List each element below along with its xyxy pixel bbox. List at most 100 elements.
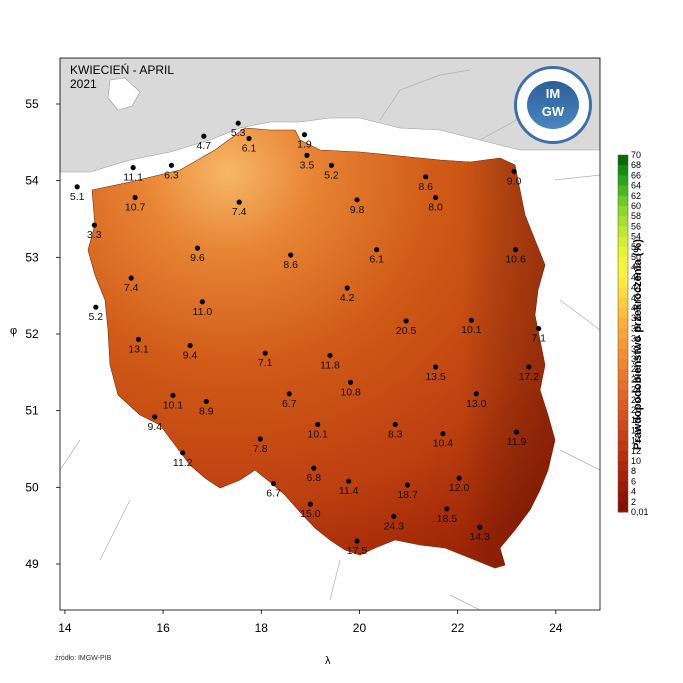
station-value-label: 8.9 [199, 405, 214, 417]
station-marker [91, 222, 97, 228]
station-marker [432, 364, 439, 370]
station-marker [304, 152, 310, 158]
y-tick-label: 55 [25, 97, 39, 111]
station-marker [203, 398, 209, 405]
legend-color-swatch [618, 389, 628, 401]
station-marker [346, 478, 352, 484]
legend-label: 40 [631, 303, 641, 313]
station-value-label: 6.1 [242, 143, 257, 155]
station-value-label: 17.5 [347, 545, 368, 557]
station-marker [526, 364, 532, 370]
legend-label: 24 [631, 385, 641, 395]
station-value-label: 6.7 [282, 398, 297, 410]
station-marker [440, 431, 446, 437]
station-marker [307, 501, 313, 507]
station-value-label: 1.9 [297, 139, 312, 151]
legend-color-swatch [618, 165, 628, 176]
imgw-logo-emblem: IM GW [527, 81, 579, 129]
station-marker [423, 174, 429, 180]
station-value-label: 4.7 [197, 140, 212, 152]
station-marker [456, 475, 462, 481]
legend-label: 58 [631, 211, 641, 221]
legend-label: 44 [631, 283, 641, 293]
legend-color-swatch [618, 226, 628, 238]
legend-color-swatch [618, 175, 628, 187]
legend-label: 20 [631, 405, 641, 415]
legend-color-swatch [618, 369, 628, 380]
legend-color-swatch [618, 328, 628, 340]
legend-label: 48 [631, 262, 641, 272]
station-value-label: 6.1 [369, 254, 384, 266]
station-marker [199, 299, 205, 305]
legend-label: 0,01 [631, 507, 649, 517]
station-value-label: 7.4 [124, 282, 139, 294]
legend-label: 42 [631, 293, 641, 303]
station-marker [262, 350, 268, 356]
station-value-label: 10.4 [433, 438, 454, 450]
legend-color-swatch [618, 195, 628, 207]
legend-color-swatch [618, 399, 628, 411]
station-value-label: 7.1 [531, 333, 546, 345]
legend-label: 68 [631, 160, 641, 170]
station-marker [288, 252, 294, 258]
station-value-label: 9.4 [147, 421, 162, 433]
station-marker [301, 132, 308, 138]
legend-color-swatch [618, 236, 628, 248]
legend-color-swatch [618, 308, 628, 319]
station-value-label: 8.6 [418, 181, 433, 193]
legend-color-swatch [618, 440, 628, 452]
station-value-label: 5.2 [324, 169, 339, 181]
legend-label: 10 [631, 456, 641, 466]
legend-label: 62 [631, 191, 641, 201]
station-value-label: 6.3 [164, 169, 179, 181]
station-value-label: 5.1 [70, 191, 85, 203]
station-value-label: 6.8 [306, 472, 321, 484]
legend-label: 66 [631, 170, 641, 180]
legend-color-swatch [618, 379, 628, 391]
station-marker [328, 162, 335, 168]
station-marker [168, 162, 175, 168]
station-marker [348, 379, 354, 385]
station-marker [187, 342, 193, 349]
station-value-label: 14.3 [470, 531, 491, 543]
legend-label: 38 [631, 313, 641, 323]
station-marker [374, 247, 380, 253]
sweden-coast [107, 77, 141, 111]
legend-colorbar-frame [617, 154, 629, 513]
legend-color-swatch [618, 471, 628, 482]
station-marker [170, 392, 176, 398]
legend-color-swatch [618, 277, 628, 289]
station-marker [444, 506, 450, 512]
station-marker [513, 429, 520, 435]
station-marker [432, 194, 439, 201]
legend-color-swatch [618, 206, 628, 217]
station-marker [236, 199, 242, 205]
station-marker [404, 482, 411, 488]
station-value-label: 11.2 [173, 457, 193, 469]
legend-label: 28 [631, 364, 641, 374]
station-value-label: 9.0 [507, 175, 522, 187]
station-value-label: 9.8 [350, 204, 365, 216]
legend-color-swatch [618, 267, 628, 278]
legend-title: Prawdopodobieństwo przekroczenia (%) [632, 239, 644, 450]
station-value-label: 10.1 [163, 399, 184, 411]
legend-label: 4 [631, 487, 636, 497]
station-value-label: 5.2 [89, 311, 104, 323]
x-tick-label: 20 [353, 621, 367, 635]
station-marker [132, 194, 138, 201]
station-value-label: 11.0 [193, 306, 213, 318]
station-marker [74, 184, 80, 190]
station-value-label: 12.0 [449, 482, 470, 494]
legend-label: 22 [631, 395, 641, 405]
station-value-label: 13.5 [425, 371, 446, 383]
y-tick-label: 51 [25, 404, 39, 418]
legend-color-swatch [618, 481, 628, 493]
y-tick-label: 53 [25, 250, 39, 264]
legend-label: 8 [631, 466, 636, 476]
station-marker [468, 317, 474, 323]
station-value-label: 8.6 [283, 259, 298, 271]
y-tick-label: 52 [25, 327, 39, 341]
station-marker [201, 133, 207, 139]
legend-label: 52 [631, 242, 641, 252]
x-tick-label: 16 [156, 621, 170, 635]
